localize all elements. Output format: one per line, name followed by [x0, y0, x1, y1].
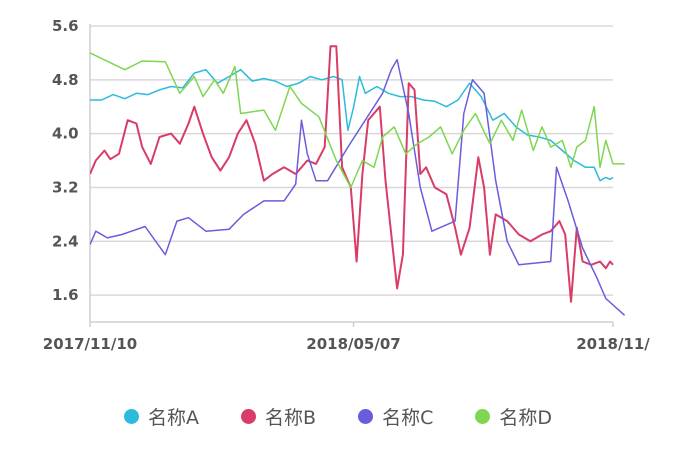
- x-tick-label: 2017/11/10: [43, 335, 137, 353]
- legend-label: 名称C: [382, 406, 434, 429]
- y-tick-label: 3.2: [52, 178, 79, 196]
- legend-label: 名称D: [499, 406, 552, 429]
- legend-swatch: [124, 408, 140, 424]
- series-line-4: [90, 52, 625, 189]
- y-tick-label: 1.6: [52, 286, 79, 304]
- series-line-1: [90, 68, 614, 182]
- legend-item-2[interactable]: 名称B: [241, 403, 316, 430]
- y-tick-label: 2.4: [52, 232, 79, 250]
- series-line-2: [90, 45, 614, 303]
- legend-label: 名称B: [265, 406, 317, 429]
- y-tick-label: 5.6: [52, 17, 79, 35]
- x-tick-label: 2018/11/: [576, 335, 650, 353]
- legend-label: 名称A: [148, 406, 200, 429]
- legend-item-1[interactable]: 名称A: [124, 403, 199, 430]
- legend-swatch: [358, 408, 374, 424]
- legend-swatch: [241, 408, 257, 424]
- y-tick-label: 4.0: [52, 125, 79, 143]
- legend-item-4[interactable]: 名称D: [475, 403, 552, 430]
- legend: 名称A 名称B 名称C 名称D: [0, 396, 676, 436]
- series-group: [90, 45, 626, 316]
- legend-swatch: [475, 408, 491, 424]
- y-tick-label: 4.8: [52, 71, 79, 89]
- x-tick-label: 2018/05/07: [306, 335, 400, 353]
- legend-item-3[interactable]: 名称C: [358, 403, 433, 430]
- series-line-3: [90, 58, 626, 316]
